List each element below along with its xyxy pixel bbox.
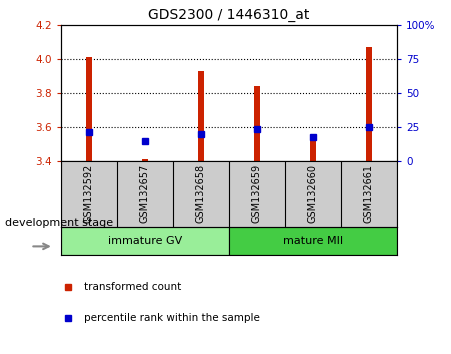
Text: GSM132661: GSM132661: [364, 164, 374, 223]
Text: development stage: development stage: [5, 218, 113, 228]
Bar: [86, 57, 92, 161]
Text: transformed count: transformed count: [84, 282, 182, 292]
Bar: [61, 227, 229, 255]
Title: GDS2300 / 1446310_at: GDS2300 / 1446310_at: [148, 8, 309, 22]
Text: GSM132657: GSM132657: [140, 164, 150, 223]
Text: GSM132660: GSM132660: [308, 164, 318, 223]
Bar: [198, 71, 204, 161]
Bar: [309, 137, 316, 161]
Bar: [253, 86, 260, 161]
Text: GSM132592: GSM132592: [84, 164, 94, 223]
Bar: [365, 47, 372, 161]
Text: percentile rank within the sample: percentile rank within the sample: [84, 313, 260, 324]
Text: mature MII: mature MII: [283, 236, 343, 246]
Text: GSM132659: GSM132659: [252, 164, 262, 223]
Bar: [229, 227, 397, 255]
Text: immature GV: immature GV: [108, 236, 182, 246]
Bar: [142, 159, 148, 161]
Text: GSM132658: GSM132658: [196, 164, 206, 223]
